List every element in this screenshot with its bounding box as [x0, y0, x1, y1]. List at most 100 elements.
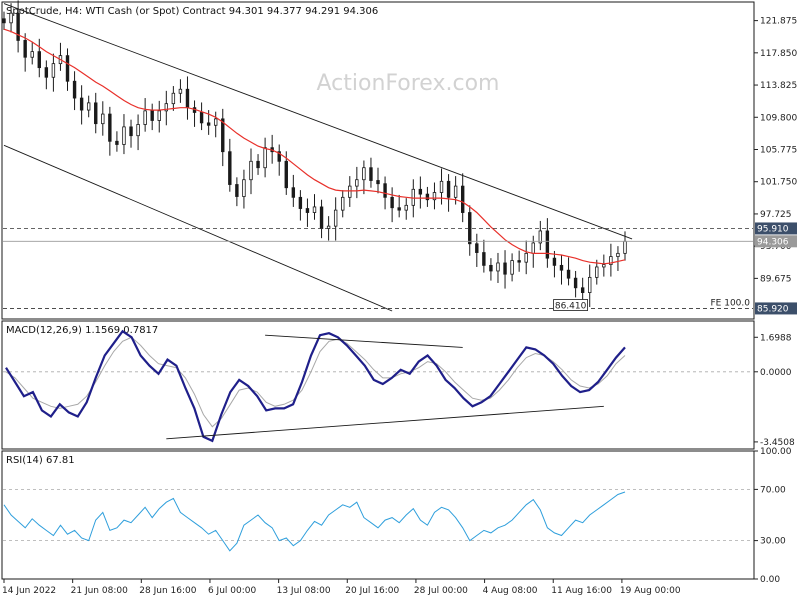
price-candle-body — [30, 51, 34, 58]
price-candle-body — [609, 256, 613, 265]
rsi-header: RSI(14) 67.81 — [6, 455, 75, 466]
moving-average-line — [3, 28, 626, 265]
price-candle-body — [460, 185, 465, 213]
price-candle-body — [242, 179, 246, 197]
price-candle-body — [602, 264, 606, 268]
x-tick-label: 14 Jun 2022 — [2, 586, 56, 596]
price-candle-body — [65, 55, 70, 82]
price-candle-body — [178, 88, 183, 94]
price-ytick-label: 89.675 — [760, 274, 792, 284]
price-candle-body — [164, 103, 169, 112]
macd-ytick-label: 1.6988 — [760, 333, 792, 343]
macd-header: MACD(12,26,9) 1.1569 0.7817 — [6, 325, 158, 336]
price-candle-body — [79, 97, 84, 111]
price-candle-body — [108, 113, 112, 142]
rsi-ytick-label: 70.00 — [760, 485, 786, 495]
macd-ytick-label: -3.4508 — [760, 438, 795, 448]
price-candle-body — [517, 260, 521, 263]
price-candle-body — [580, 287, 585, 293]
low-price-label: 86.410 — [555, 302, 587, 312]
price-candle-body — [439, 180, 444, 193]
price-candle-body — [206, 122, 211, 126]
price-candle-body — [348, 185, 352, 198]
price-candle-body — [531, 242, 535, 254]
price-candle-body — [545, 230, 550, 259]
price-candle-body — [397, 207, 401, 211]
price-level-tag — [755, 235, 797, 248]
macd-trendline[interactable] — [166, 405, 604, 440]
price-candle-body — [552, 257, 557, 266]
rsi-ytick-label: 30.00 — [760, 537, 786, 547]
price-candle-body — [503, 262, 507, 275]
price-ytick-label: 113.825 — [760, 81, 797, 91]
price-candle-body — [101, 113, 105, 125]
price-candle-body — [2, 18, 6, 24]
price-candle-body — [341, 196, 345, 211]
rsi-line — [3, 491, 626, 552]
price-candle-body — [482, 252, 486, 266]
x-tick-label: 4 Aug 08:00 — [483, 586, 538, 596]
price-candle-body — [305, 208, 310, 213]
price-candle-body — [588, 276, 592, 293]
price-candle-body — [566, 269, 571, 279]
price-candle-body — [171, 92, 176, 105]
price-candle-body — [616, 252, 620, 257]
x-tick-label: 6 Jul 00:00 — [208, 586, 257, 596]
price-panel-frame — [1, 1, 755, 320]
price-candle-body — [94, 102, 98, 125]
price-candle-body — [115, 140, 119, 145]
price-candle-body — [319, 206, 324, 229]
chart-header: SpotCrude, H4: WTI Cash (or Spot) Contra… — [6, 6, 378, 17]
price-candle-body — [256, 160, 260, 169]
price-level-label: 85.920 — [757, 304, 789, 314]
price-candle-body — [9, 12, 13, 24]
fe-level-note: FE 100.0 — [711, 298, 751, 308]
price-trendline[interactable] — [3, 144, 393, 312]
price-candle-body — [333, 209, 338, 227]
low-price-box — [553, 299, 589, 311]
price-candle-body — [425, 193, 430, 201]
price-candle-body — [383, 183, 387, 198]
price-candle-body — [150, 110, 154, 121]
price-candle-body — [312, 206, 317, 213]
price-candle-body — [291, 187, 296, 198]
price-candle-body — [524, 252, 528, 263]
price-candle-body — [298, 196, 303, 209]
price-candle-body — [249, 160, 253, 181]
macd-trendline[interactable] — [265, 334, 463, 348]
x-tick-label: 21 Jun 08:00 — [71, 586, 128, 596]
price-candle-body — [199, 112, 204, 124]
price-candle-body — [86, 102, 91, 111]
price-candle-body — [51, 63, 56, 78]
price-candle-body — [446, 180, 451, 198]
price-candle-body — [284, 160, 288, 189]
price-candle-body — [355, 179, 359, 187]
price-candle-body — [214, 118, 218, 126]
price-candle-body — [595, 266, 599, 278]
rsi-ytick-label: 100.00 — [760, 447, 792, 457]
price-ytick-label: 117.850 — [760, 49, 797, 59]
price-candle-body — [263, 147, 267, 169]
x-tick-label: 20 Jul 16:00 — [345, 586, 399, 596]
price-candle-body — [72, 80, 77, 99]
price-ytick-label: 97.725 — [760, 210, 792, 220]
price-candle-body — [23, 40, 27, 58]
x-tick-label: 19 Aug 00:00 — [620, 586, 681, 596]
price-ytick-label: 101.750 — [760, 178, 797, 188]
price-level-label: 95.910 — [757, 224, 789, 234]
price-candle-body — [376, 180, 380, 185]
price-trendline[interactable] — [3, 3, 633, 240]
price-ytick-label: 109.800 — [760, 113, 797, 123]
price-candle-body — [510, 260, 514, 275]
macd-ytick-label: 0.0000 — [760, 368, 792, 378]
price-candle-body — [228, 151, 232, 185]
price-candle-body — [185, 88, 190, 109]
price-candle-body — [411, 188, 415, 206]
watermark: ActionForex.com — [317, 71, 500, 96]
price-candle-body — [362, 167, 366, 181]
x-tick-label: 28 Jul 00:00 — [414, 586, 468, 596]
price-candle-body — [16, 12, 20, 41]
price-ytick-label: 105.775 — [760, 145, 797, 155]
